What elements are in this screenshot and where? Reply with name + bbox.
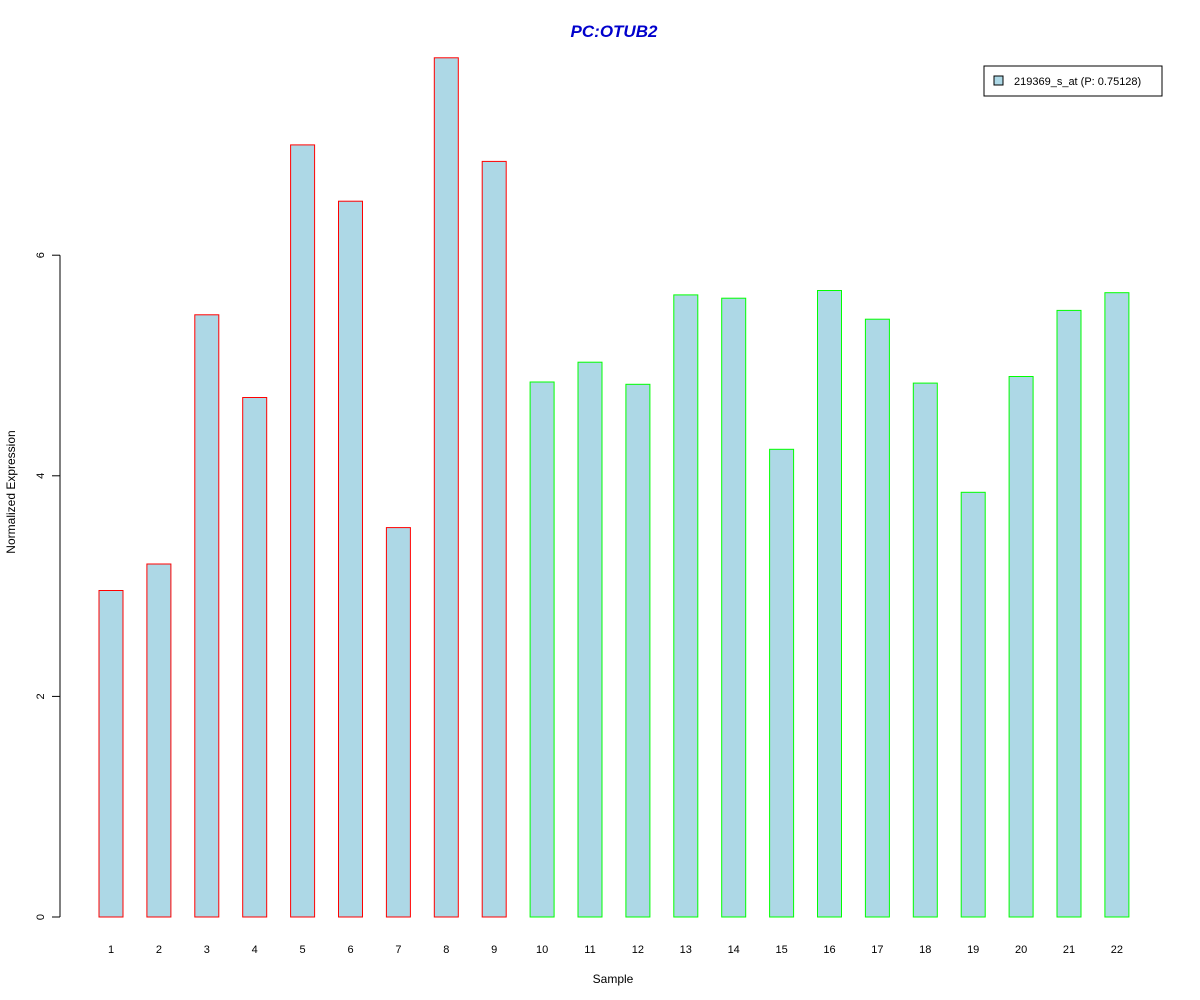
x-tick-label: 5 — [300, 944, 306, 956]
bar-sample-10 — [529, 381, 555, 918]
bar-sample-5 — [290, 144, 316, 918]
x-tick-label: 22 — [1111, 944, 1123, 956]
bar-sample-9 — [481, 160, 507, 918]
x-tick-label: 15 — [775, 944, 787, 956]
bar-sample-1 — [98, 590, 124, 918]
x-tick-label: 3 — [204, 944, 210, 956]
bar-sample-20 — [1008, 376, 1034, 918]
legend-box — [983, 65, 1163, 97]
legend-swatch — [993, 75, 1004, 86]
x-tick-labels: 1 2 3 4 5 6 7 8 9 10 11 12 13 14 15 16 17 18 19 20 21 22 — [108, 944, 1123, 956]
bar-sample-4 — [242, 397, 268, 918]
bar-sample-11 — [577, 361, 603, 918]
x-tick-label: 21 — [1063, 944, 1075, 956]
y-tick-label: 4 — [35, 473, 47, 479]
x-tick-label: 2 — [156, 944, 162, 956]
bar-sample-6 — [338, 200, 363, 918]
x-tick-label: 9 — [491, 944, 497, 956]
y-axis: 0 2 4 6 — [35, 252, 61, 920]
x-tick-label: 12 — [632, 944, 644, 956]
bar-sample-18 — [912, 382, 938, 918]
bar-sample-22 — [1104, 292, 1130, 918]
x-tick-label: 11 — [584, 944, 595, 956]
bar-sample-21 — [1056, 309, 1082, 918]
bar-sample-12 — [625, 383, 651, 918]
bar-sample-16 — [817, 290, 842, 918]
y-tick-label: 6 — [35, 252, 47, 258]
bars-layer — [98, 57, 1130, 918]
bar-sample-8 — [433, 57, 459, 918]
bar-sample-7 — [385, 527, 411, 918]
x-tick-label: 10 — [536, 944, 548, 956]
y-tick-label: 0 — [35, 914, 47, 920]
x-tick-label: 17 — [871, 944, 883, 956]
x-axis-label: Sample — [593, 972, 634, 986]
legend-label: 219369_s_at (P: 0.75128) — [1014, 76, 1141, 88]
bar-sample-19 — [960, 491, 986, 918]
y-tick-label: 2 — [35, 693, 47, 699]
x-tick-label: 18 — [919, 944, 931, 956]
bar-sample-14 — [721, 297, 747, 918]
y-axis-label: Normalized Expression — [4, 430, 18, 553]
bar-sample-13 — [673, 294, 699, 918]
x-tick-label: 13 — [680, 944, 692, 956]
x-tick-label: 20 — [1015, 944, 1027, 956]
x-tick-label: 8 — [443, 944, 449, 956]
x-tick-label: 16 — [823, 944, 835, 956]
legend: 219369_s_at (P: 0.75128) — [983, 65, 1163, 97]
bar-sample-3 — [194, 314, 220, 918]
x-tick-label: 1 — [108, 944, 114, 956]
bar-sample-2 — [146, 563, 172, 918]
x-tick-label: 7 — [395, 944, 401, 956]
chart-title: PC:OTUB2 — [571, 22, 658, 41]
bar-sample-17 — [864, 318, 890, 918]
x-tick-label: 4 — [252, 944, 258, 956]
x-tick-label: 19 — [967, 944, 979, 956]
bar-sample-15 — [769, 448, 795, 918]
x-tick-label: 6 — [347, 944, 353, 956]
x-tick-label: 14 — [728, 944, 740, 956]
